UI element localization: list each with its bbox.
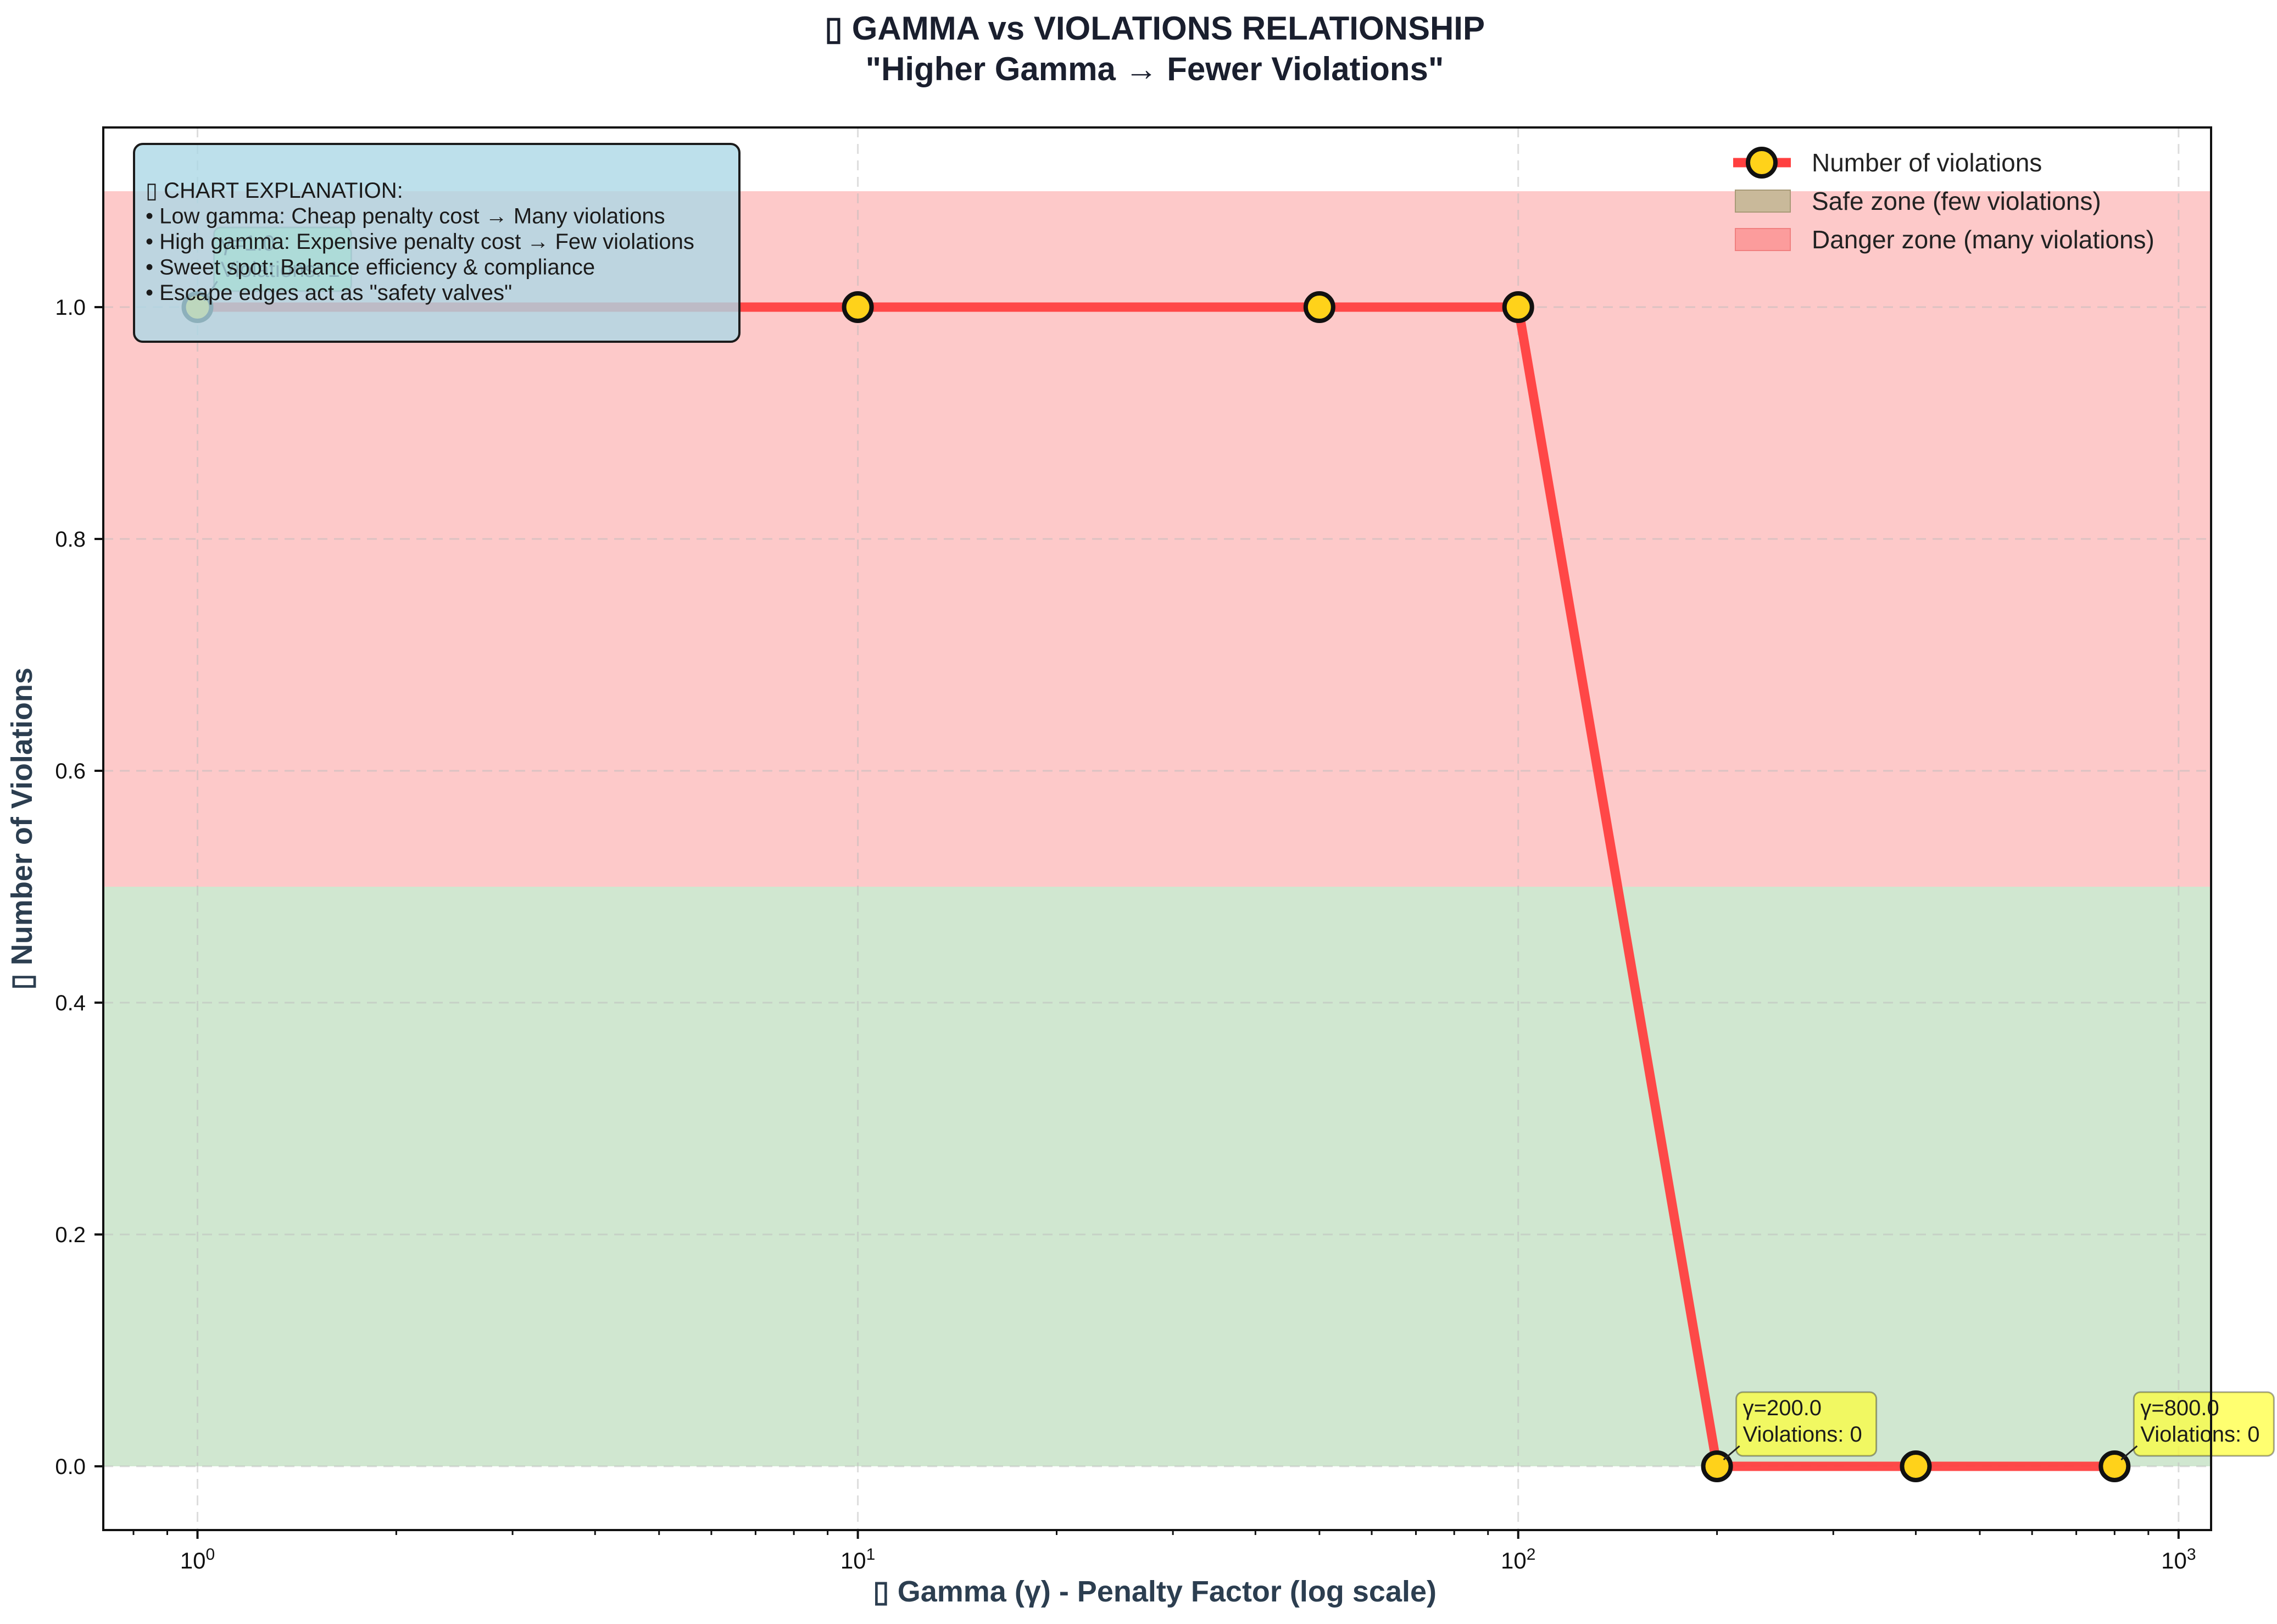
explanation-line: ▯ CHART EXPLANATION: <box>146 179 403 203</box>
y-tick-label: 1.0 <box>55 296 86 320</box>
y-tick-label: 0.4 <box>55 991 86 1015</box>
annotation-arrow <box>1723 1445 1740 1461</box>
x-tick-label: 103 <box>2161 1545 2196 1574</box>
x-axis-label: ▯ Gamma (γ) - Penalty Factor (log scale) <box>873 1575 1437 1608</box>
x-tick-label: 102 <box>1501 1545 1535 1574</box>
explanation-line: • Low gamma: Cheap penalty cost → Many v… <box>146 204 665 229</box>
annotation-text: γ=800.0 <box>2140 1396 2219 1420</box>
legend-danger-swatch <box>1735 228 1791 251</box>
legend-entry-label: Danger zone (many violations) <box>1812 225 2154 254</box>
explanation-line: • Escape edges act as "safety valves" <box>146 281 512 305</box>
axes-layer: 0.0 0.2 0.4 0.6 0.8 1.0 100 101 102 103 <box>55 126 2212 1574</box>
data-point-marker <box>1303 291 1335 324</box>
chart-subtitle: "Higher Gamma → Fewer Violations" <box>866 51 1444 87</box>
y-tick-label: 0.0 <box>55 1455 86 1479</box>
y-tick-label: 0.2 <box>55 1223 86 1247</box>
explanation-layer: ▯ CHART EXPLANATION:• Low gamma: Cheap p… <box>133 143 741 343</box>
explanation-line: • High gamma: Expensive penalty cost → F… <box>146 230 694 254</box>
x-tick-label: 100 <box>180 1545 215 1574</box>
safe-zone-band <box>103 886 2211 1466</box>
annotation-text: Violations: 0 <box>2140 1422 2259 1447</box>
plot-frame <box>102 126 2212 1531</box>
legend-entry-label: Safe zone (few violations) <box>1812 187 2101 215</box>
annotation-box <box>2133 1391 2275 1457</box>
legend-safe-swatch <box>1735 190 1791 213</box>
data-point-marker <box>1900 1450 1932 1482</box>
annotation-text: γ=200.0 <box>1743 1396 1822 1420</box>
y-tick-label: 0.8 <box>55 527 86 552</box>
y-axis-label: ▯ Number of Violations <box>5 668 38 990</box>
explanation-box: ▯ CHART EXPLANATION:• Low gamma: Cheap p… <box>133 143 741 343</box>
annotation-box <box>1735 1391 1878 1457</box>
data-point-marker <box>1502 291 1534 324</box>
legend-marker-swatch <box>1746 147 1778 179</box>
legend: Number of violations Safe zone (few viola… <box>1733 147 2154 254</box>
y-tick-label: 0.6 <box>55 759 86 783</box>
annotation-arrow <box>2120 1445 2138 1461</box>
legend-entry-label: Number of violations <box>1812 148 2042 177</box>
annotation-text: Violations: 0 <box>1743 1422 1862 1447</box>
zones-layer <box>103 191 2211 1466</box>
explanation-line: • Sweet spot: Balance efficiency & compl… <box>146 255 595 280</box>
chart-title: ▯ GAMMA vs VIOLATIONS RELATIONSHIP <box>825 10 1485 47</box>
data-point-marker <box>842 291 874 324</box>
x-tick-label: 101 <box>840 1545 875 1574</box>
explanation-background <box>133 143 741 343</box>
